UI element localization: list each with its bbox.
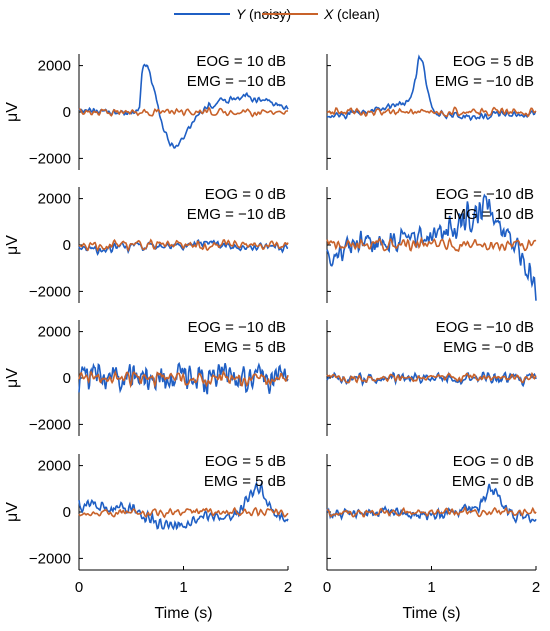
- panel-annotation: EMG = 5 dB: [204, 339, 286, 356]
- panel-annotation: EMG = 5 dB: [204, 473, 286, 490]
- x-tick-label: 2: [284, 579, 292, 596]
- y-tick-label: −2000: [29, 550, 71, 567]
- panel-0-0: 2000 0 −2000 μV EOG = 10 dB EMG = −10 dB: [4, 53, 289, 170]
- panel-annotation: EOG = −10 dB: [436, 319, 534, 336]
- panel-annotation: EMG = 0 dB: [452, 473, 534, 490]
- x-axis-label: Time (s): [402, 605, 460, 622]
- x-tick-label: 0: [75, 579, 83, 596]
- y-tick-label: 2000: [38, 324, 71, 341]
- y-tick-label: 0: [63, 504, 71, 521]
- legend-clean-label: (clean): [337, 6, 380, 22]
- y-tick-label: 2000: [38, 458, 71, 475]
- x-tick-label: 1: [427, 579, 435, 596]
- x-tick-label: 2: [532, 579, 540, 596]
- series-clean: [326, 371, 537, 384]
- panel-annotation: EMG = −10 dB: [187, 73, 286, 90]
- panel-annotation: EOG = 0 dB: [205, 186, 286, 203]
- y-tick-label: 0: [63, 370, 71, 387]
- series-clean: [326, 236, 537, 253]
- y-tick-label: 0: [63, 104, 71, 121]
- panel-annotation: EMG = 10 dB: [444, 206, 534, 223]
- x-tick-label: 0: [323, 579, 331, 596]
- panel-annotation: EOG = −10 dB: [436, 186, 534, 203]
- y-tick-label: 2000: [38, 191, 71, 208]
- series-noisy: [78, 239, 289, 256]
- panel-1-1: EOG = −10 dB EMG = 10 dB: [326, 186, 537, 303]
- series-noisy: [78, 480, 289, 531]
- legend-noisy-symbol: Y: [236, 6, 247, 22]
- legend-clean-symbol: X: [323, 6, 334, 22]
- y-axis-label: μV: [4, 102, 21, 122]
- panel-0-1: EOG = 5 dB EMG = −10 dB: [326, 53, 537, 170]
- panel-2-0: 2000 0 −2000 μV EOG = −10 dB EMG = 5 dB: [4, 319, 289, 436]
- series-clean: [326, 506, 537, 518]
- y-axis-label: μV: [4, 368, 21, 388]
- series-clean: [78, 106, 289, 118]
- panel-annotation: EMG = −10 dB: [435, 73, 534, 90]
- x-axis-label: Time (s): [154, 605, 212, 622]
- panel-annotation: EMG = −0 dB: [443, 339, 534, 356]
- panel-annotation: EOG = −10 dB: [188, 319, 286, 336]
- y-tick-label: 0: [63, 237, 71, 254]
- series-clean: [78, 506, 289, 519]
- panel-3-1: 0 1 2 Time (s) EOG = 0 dB EMG = 0 dB: [323, 453, 540, 622]
- series-clean: [78, 238, 289, 252]
- y-tick-label: −2000: [29, 416, 71, 433]
- y-tick-label: −2000: [29, 283, 71, 300]
- x-tick-label: 1: [179, 579, 187, 596]
- y-tick-label: −2000: [29, 150, 71, 167]
- y-tick-label: 2000: [38, 58, 71, 75]
- y-axis-label: μV: [4, 235, 21, 255]
- series-clean: [326, 106, 537, 118]
- panel-2-1: EOG = −10 dB EMG = −0 dB: [326, 319, 537, 436]
- legend: Y (noisy) X (clean): [174, 6, 380, 22]
- panel-annotation: EOG = 5 dB: [453, 53, 534, 70]
- panel-annotation: EOG = 5 dB: [205, 453, 286, 470]
- panel-1-0: 2000 0 −2000 μV EOG = 0 dB EMG = −10 dB: [4, 186, 289, 303]
- series-noisy: [78, 361, 289, 395]
- panel-annotation: EOG = 0 dB: [453, 453, 534, 470]
- series-clean: [78, 370, 289, 389]
- panel-annotation: EMG = −10 dB: [187, 206, 286, 223]
- panel-annotation: EOG = 10 dB: [196, 53, 286, 70]
- y-axis-label: μV: [4, 502, 21, 522]
